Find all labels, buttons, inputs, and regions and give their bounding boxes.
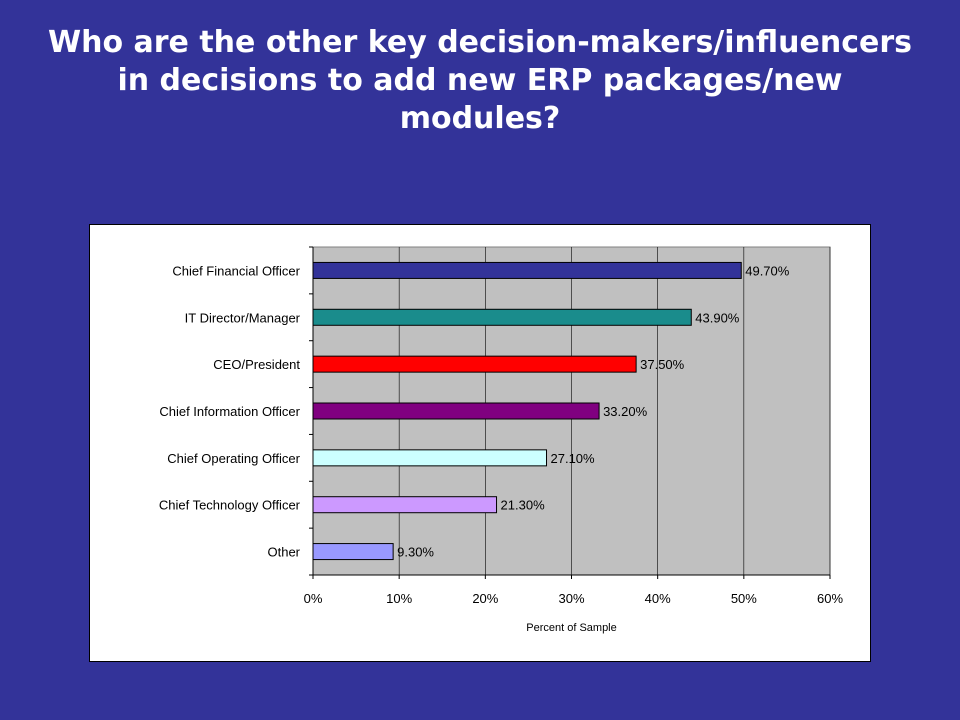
x-tick-label: 40%: [645, 591, 671, 606]
category-label: Chief Financial Officer: [172, 263, 300, 278]
category-label: CEO/President: [213, 357, 300, 372]
bar: [312, 355, 637, 373]
bar: [312, 308, 692, 326]
x-tick-label: 50%: [731, 591, 757, 606]
x-axis-title: Percent of Sample: [526, 622, 617, 634]
bar: [312, 449, 548, 467]
value-label: 21.30%: [501, 498, 546, 513]
value-label: 43.90%: [695, 310, 740, 325]
x-tick-label: 20%: [472, 591, 498, 606]
bar: [312, 496, 498, 514]
slide-title: Who are the other key decision-makers/in…: [48, 25, 912, 136]
value-label: 27.10%: [551, 451, 596, 466]
category-label: IT Director/Manager: [185, 310, 301, 325]
x-tick-label: 0%: [304, 591, 323, 606]
value-label: 49.70%: [745, 263, 790, 278]
category-label: Other: [267, 545, 300, 560]
chart-frame: 0% 10% 20% 30% 40% 50% 60% Percent of Sample Chi…: [89, 224, 871, 662]
value-label: 33.20%: [603, 404, 648, 419]
bar: [312, 402, 600, 420]
category-label: Chief Information Officer: [159, 404, 300, 419]
category-label: Chief Technology Officer: [159, 498, 301, 513]
x-tick-label: 10%: [386, 591, 412, 606]
x-tick-label: 30%: [558, 591, 584, 606]
x-tick-label: 60%: [817, 591, 843, 606]
bar: [312, 261, 742, 279]
bar-chart: 0% 10% 20% 30% 40% 50% 60% Percent of Sample Chi…: [159, 246, 843, 634]
bar: [312, 543, 394, 561]
category-label: Chief Operating Officer: [167, 451, 300, 466]
value-label: 37.50%: [640, 357, 685, 372]
value-label: 9.30%: [397, 545, 434, 560]
